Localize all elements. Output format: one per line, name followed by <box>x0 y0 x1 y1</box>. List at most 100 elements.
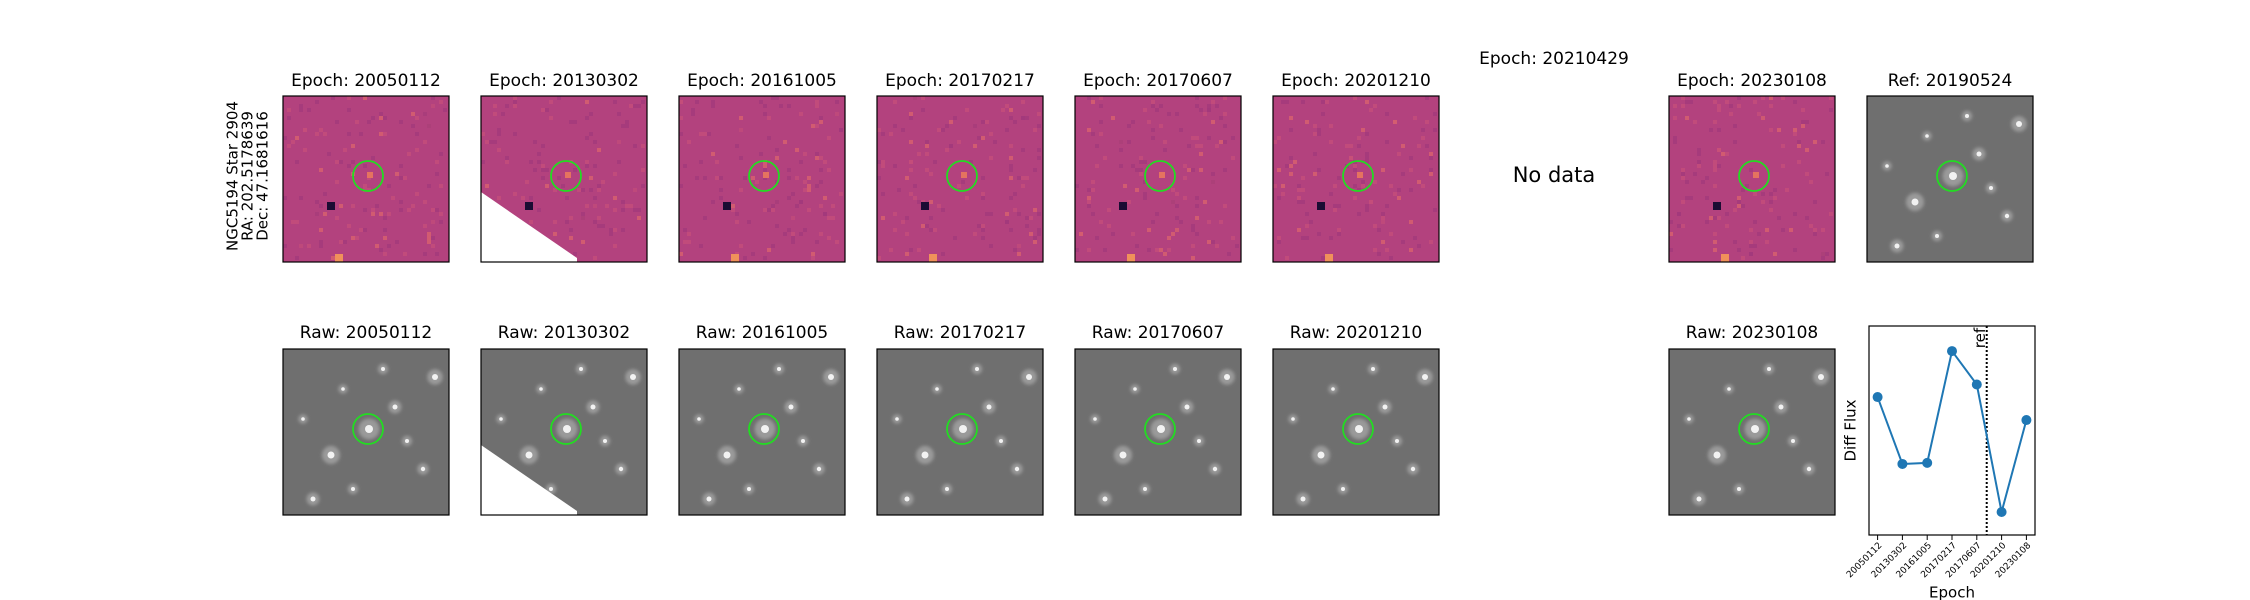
pixel <box>909 160 913 164</box>
image <box>679 349 845 515</box>
point <box>1897 458 1908 469</box>
pixel <box>1099 220 1103 224</box>
star <box>1300 496 1306 502</box>
pixel <box>1385 112 1389 116</box>
pixel <box>593 164 597 168</box>
pixel <box>989 244 993 248</box>
pixel <box>1203 112 1207 116</box>
pixel <box>557 176 561 180</box>
pixel <box>1793 132 1797 136</box>
pixel <box>505 104 509 108</box>
pixel <box>1421 184 1425 188</box>
pixel <box>1087 204 1091 208</box>
pixel <box>375 204 379 208</box>
pixel <box>347 96 351 100</box>
pixel <box>877 256 881 260</box>
pixel <box>533 168 537 172</box>
pixel <box>1203 200 1207 204</box>
star <box>1197 439 1201 443</box>
pixel <box>1139 172 1143 176</box>
pixel <box>1297 200 1301 204</box>
pixel <box>1135 188 1139 192</box>
pixel <box>1401 144 1405 148</box>
pixel <box>1195 144 1199 148</box>
pixel <box>1147 120 1151 124</box>
pixel <box>1741 188 1745 192</box>
pixel <box>1713 240 1717 244</box>
pixel <box>383 132 387 136</box>
pixel <box>1413 236 1417 240</box>
pixel <box>1389 232 1393 236</box>
star <box>747 487 751 491</box>
star <box>630 374 636 380</box>
pixel <box>577 188 581 192</box>
pixel <box>1713 120 1717 124</box>
pixel <box>633 188 637 192</box>
pixel <box>1761 200 1765 204</box>
pixel <box>1337 232 1341 236</box>
pixel <box>1373 104 1377 108</box>
object-label: Dec: 47.1681616 <box>254 111 272 241</box>
pixel <box>553 232 557 236</box>
pixel <box>1337 204 1341 208</box>
point <box>1996 507 2007 518</box>
pixel <box>909 168 913 172</box>
pixel <box>929 228 933 232</box>
star <box>737 387 741 391</box>
pixel <box>1087 248 1091 252</box>
pixel <box>1163 148 1167 152</box>
star <box>816 466 822 472</box>
pixel <box>407 152 411 156</box>
pixel <box>1685 180 1689 184</box>
pixel <box>613 100 617 104</box>
pixel <box>1681 168 1685 172</box>
pixel <box>715 176 719 180</box>
pixel <box>1037 124 1041 128</box>
image-panel <box>876 348 1044 516</box>
pixel <box>1281 192 1285 196</box>
pixel <box>703 216 707 220</box>
pixel <box>1009 196 1013 200</box>
pixel <box>1033 236 1037 240</box>
pixel <box>395 240 399 244</box>
pixel <box>1669 220 1673 224</box>
pixel <box>933 160 937 164</box>
pixel <box>415 116 419 120</box>
bright-spot <box>1159 172 1165 178</box>
star <box>1791 439 1795 443</box>
pixel <box>545 108 549 112</box>
star <box>1935 234 1939 238</box>
pixel <box>1365 208 1369 212</box>
pixel <box>617 140 621 144</box>
pixel <box>307 108 311 112</box>
pixel <box>521 196 525 200</box>
pixel <box>1417 244 1421 248</box>
star <box>1778 404 1784 410</box>
pixel <box>625 124 629 128</box>
pixel <box>1681 172 1685 176</box>
pixel <box>1685 100 1689 104</box>
pixel <box>1733 140 1737 144</box>
pixel <box>1713 168 1717 172</box>
pixel <box>965 196 969 200</box>
pixel <box>299 196 303 200</box>
bright-spot <box>335 254 343 262</box>
pixel <box>763 168 767 172</box>
star <box>1976 151 1982 157</box>
star <box>895 417 899 421</box>
pixel <box>957 140 961 144</box>
pixel <box>731 204 735 208</box>
panel-frame <box>480 95 648 263</box>
pixel <box>699 132 703 136</box>
pixel <box>609 228 613 232</box>
pixel <box>1151 220 1155 224</box>
pixel <box>581 240 585 244</box>
pixel <box>359 228 363 232</box>
pixel <box>367 120 371 124</box>
pixel <box>287 108 291 112</box>
target-circle <box>946 413 978 445</box>
pixel <box>485 184 489 188</box>
image-bg <box>1273 96 1439 262</box>
point <box>1922 457 1933 468</box>
pixel <box>1005 104 1009 108</box>
